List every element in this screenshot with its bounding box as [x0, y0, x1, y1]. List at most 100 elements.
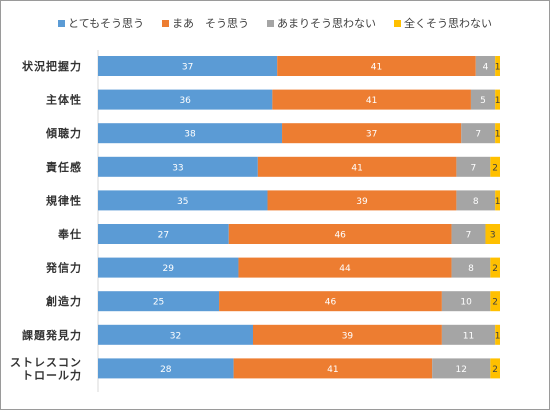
- category-label-line-1-1: 状況把握力: [22, 59, 82, 73]
- bar-segment-4-3: [456, 156, 491, 177]
- legend-item-2: まあ そう思う: [161, 15, 249, 31]
- bar-segment-2-4: [495, 89, 500, 110]
- data-label-4-2: 41: [351, 163, 362, 173]
- legend-label-1: とてもそう思う: [68, 17, 144, 30]
- category-label-8: 創造力: [45, 294, 82, 308]
- bar-segment-7-4: [490, 257, 500, 278]
- data-label-7-4: 2: [492, 264, 498, 274]
- bar-segment-8-1: [98, 291, 220, 312]
- bar-segment-9-1: [98, 324, 253, 345]
- bar-segment-10-3: [432, 358, 491, 379]
- bar-segment-9-3: [441, 324, 496, 345]
- data-label-9-3: 11: [463, 331, 474, 341]
- bar-segment-1-3: [475, 56, 496, 76]
- data-label-5-2: 39: [356, 197, 368, 207]
- bar-segment-4-4: [490, 156, 500, 177]
- bar-segment-5-4: [495, 190, 500, 211]
- data-label-1-3: 4: [483, 63, 489, 73]
- bar-segment-7-1: [98, 257, 239, 278]
- data-label-9-2: 39: [342, 331, 354, 341]
- data-label-10-3: 12: [456, 365, 467, 375]
- bar-segment-5-2: [267, 190, 457, 211]
- data-label-9-4: 1: [495, 331, 501, 341]
- legend-swatch-1: [58, 19, 66, 27]
- bar-segment-7-2: [238, 257, 452, 278]
- category-label-line-7-1: 発信力: [45, 261, 82, 275]
- category-label-3: 傾聴力: [45, 126, 82, 140]
- bar-segment-5-3: [456, 190, 496, 211]
- data-label-9-1: 32: [170, 331, 181, 341]
- bar-segment-5-1: [98, 190, 268, 211]
- legend-item-1: とてもそう思う: [58, 15, 144, 31]
- category-label-line-4-1: 責任感: [46, 160, 82, 174]
- data-label-5-3: 8: [473, 197, 479, 207]
- data-label-6-3: 7: [466, 231, 472, 241]
- category-label-line-2-1: 主体性: [46, 93, 82, 107]
- data-label-3-3: 7: [475, 130, 481, 140]
- category-label-line-5-1: 規律性: [46, 193, 82, 207]
- data-label-3-1: 38: [184, 130, 196, 140]
- data-label-3-2: 37: [366, 130, 377, 140]
- bar-segment-8-2: [219, 291, 442, 312]
- bar-segment-2-3: [470, 89, 496, 110]
- data-label-10-1: 28: [160, 365, 172, 375]
- legend-item-3: あまりそう思わない: [266, 15, 376, 31]
- chart-legend: とてもそう思う まあ そう思う あまりそう思わない 全くそう思わない: [0, 15, 550, 31]
- bar-segment-6-4: [485, 224, 500, 244]
- data-label-5-1: 35: [177, 197, 188, 207]
- category-label-line-8-1: 創造力: [45, 294, 82, 308]
- bar-segment-8-4: [490, 291, 500, 312]
- data-label-2-1: 36: [179, 96, 191, 106]
- category-label-line-3-1: 傾聴力: [45, 126, 82, 140]
- bar-segment-4-2: [257, 156, 457, 177]
- data-label-2-2: 41: [366, 96, 377, 106]
- category-label-line-10-2: トロール力: [22, 368, 82, 382]
- category-label-2: 主体性: [46, 93, 82, 107]
- bar-segment-10-1: [98, 358, 234, 379]
- bar-segment-1-4: [495, 56, 500, 76]
- data-label-5-4: 1: [495, 197, 501, 207]
- category-label-4: 責任感: [46, 160, 82, 174]
- data-label-7-3: 8: [468, 264, 474, 274]
- bar-segment-3-1: [98, 123, 283, 144]
- data-label-8-4: 2: [492, 298, 498, 308]
- category-label-9: 課題発見力: [22, 328, 82, 342]
- bar-segment-2-2: [272, 89, 471, 110]
- data-label-1-4: 1: [495, 63, 501, 73]
- bar-segment-3-3: [461, 123, 496, 144]
- data-label-8-2: 46: [325, 298, 337, 308]
- category-label-7: 発信力: [45, 261, 82, 275]
- data-label-1-2: 41: [371, 63, 382, 73]
- data-label-6-2: 46: [334, 231, 346, 241]
- legend-label-4: 全くそう思わない: [403, 17, 492, 30]
- bar-segment-10-2: [233, 358, 433, 379]
- bar-segment-6-1: [98, 224, 229, 244]
- legend-swatch-3: [266, 19, 274, 27]
- bar-segment-7-3: [451, 257, 491, 278]
- data-label-8-1: 25: [153, 298, 164, 308]
- data-label-6-4: 3: [490, 231, 496, 241]
- bar-segment-3-4: [495, 123, 500, 144]
- legend-swatch-2: [161, 19, 169, 27]
- bar-segment-6-2: [228, 224, 452, 244]
- data-label-10-2: 41: [327, 365, 338, 375]
- data-label-4-3: 7: [470, 163, 476, 173]
- data-label-3-4: 1: [495, 130, 501, 140]
- category-label-line-6-1: 奉仕: [57, 227, 82, 241]
- bar-segment-1-2: [277, 56, 476, 76]
- data-label-6-1: 27: [158, 231, 169, 241]
- data-label-10-4: 2: [492, 365, 498, 375]
- bar-segment-6-3: [451, 224, 486, 244]
- legend-label-3: あまりそう思わない: [276, 17, 376, 30]
- legend-label-2: まあ そう思う: [171, 17, 249, 30]
- bar-segment-4-1: [98, 156, 258, 177]
- category-label-line-9-1: 課題発見力: [22, 328, 82, 342]
- category-label-10: ストレスコントロール力: [10, 356, 82, 382]
- category-label-line-10-1: ストレスコン: [10, 356, 82, 369]
- legend-item-4: 全くそう思わない: [393, 15, 492, 31]
- category-label-6: 奉仕: [57, 227, 82, 241]
- bar-segment-9-2: [252, 324, 442, 345]
- data-label-2-4: 1: [495, 96, 501, 106]
- bar-segment-9-4: [495, 324, 500, 345]
- data-label-7-2: 44: [339, 264, 351, 274]
